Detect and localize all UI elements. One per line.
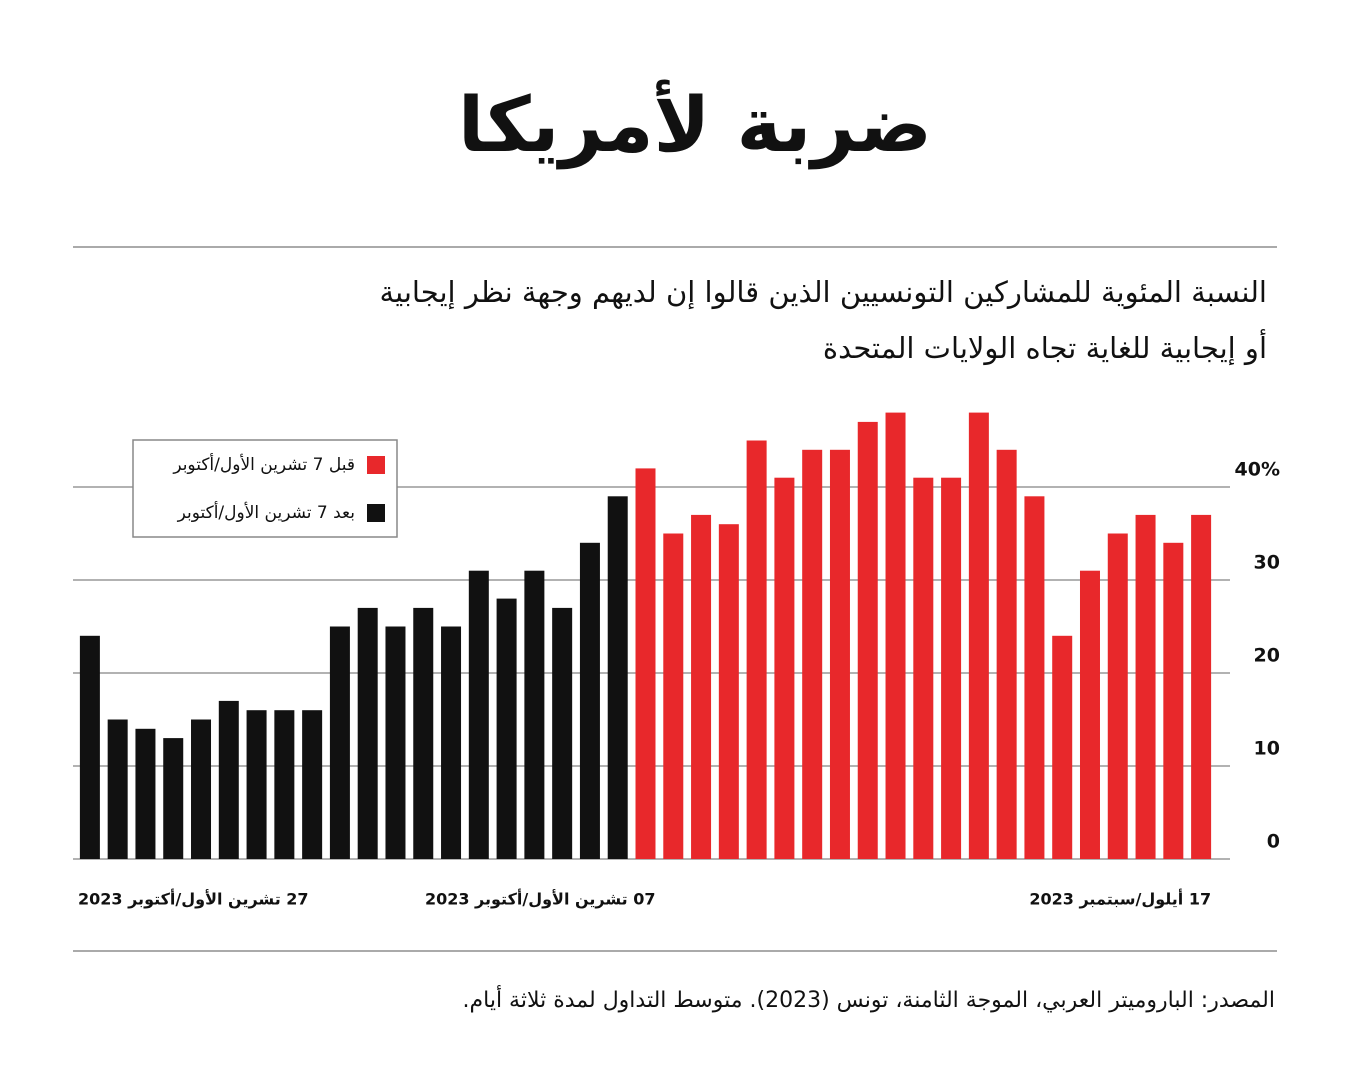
bar (552, 607, 573, 859)
bar (274, 710, 295, 859)
bar (829, 449, 850, 859)
bar (968, 412, 989, 859)
bar (1052, 635, 1073, 859)
bar (1135, 514, 1156, 859)
x-tick-label: 27 تشرين الأول/أكتوبر 2023 (78, 889, 309, 909)
bar (524, 570, 545, 859)
bar (635, 468, 656, 859)
bar (579, 542, 600, 859)
bar (941, 477, 962, 859)
legend-box (132, 439, 398, 538)
subtitle: أو إيجابية للغاية تجاه الولايات المتحدة (823, 328, 1267, 366)
bar (718, 524, 739, 859)
bar (357, 607, 378, 859)
y-tick-label: 20 (1254, 645, 1280, 667)
bar (1107, 533, 1128, 859)
bar (413, 607, 434, 859)
bar (302, 710, 323, 859)
bar (135, 728, 156, 859)
y-tick-label: 40% (1235, 459, 1280, 481)
bar (663, 533, 684, 859)
chart-title: ضربة لأمريكا (458, 79, 932, 170)
bar (1079, 570, 1100, 859)
bar (1024, 496, 1045, 859)
source: المصدر: الباروميتر العربي، الموجة الثامن… (463, 985, 1276, 1013)
bar (329, 626, 350, 859)
bar (802, 449, 823, 859)
bar (996, 449, 1017, 859)
y-tick-label: 10 (1254, 738, 1280, 760)
legend-swatch (367, 456, 385, 474)
bar (691, 514, 712, 859)
subtitle: النسبة المئوية للمشاركين التونسيين الذين… (380, 275, 1267, 310)
bar (1163, 542, 1184, 859)
bar (218, 700, 239, 859)
bar (107, 719, 128, 859)
bar (468, 570, 489, 859)
legend-swatch (367, 504, 385, 522)
bar (441, 626, 462, 859)
bar (246, 710, 267, 859)
legend-label: قبل 7 تشرين الأول/أكتوبر (172, 453, 355, 475)
bar (79, 635, 100, 859)
bar (1191, 514, 1212, 859)
y-tick-label: 0 (1267, 831, 1280, 853)
bar (496, 598, 517, 859)
bar (913, 477, 934, 859)
bar (191, 719, 212, 859)
legend-label: بعد 7 تشرين الأول/أكتوبر (177, 501, 355, 523)
bar (163, 738, 184, 859)
bar (385, 626, 406, 859)
bar (607, 496, 628, 859)
bar (857, 421, 878, 859)
bar (746, 440, 767, 859)
x-tick-label: 17 أيلول/سبتمبر 2023 (1029, 889, 1211, 909)
y-tick-label: 30 (1254, 552, 1280, 574)
bar (885, 412, 906, 859)
x-tick-label: 07 تشرين الأول/أكتوبر 2023 (425, 889, 656, 909)
bar (774, 477, 795, 859)
